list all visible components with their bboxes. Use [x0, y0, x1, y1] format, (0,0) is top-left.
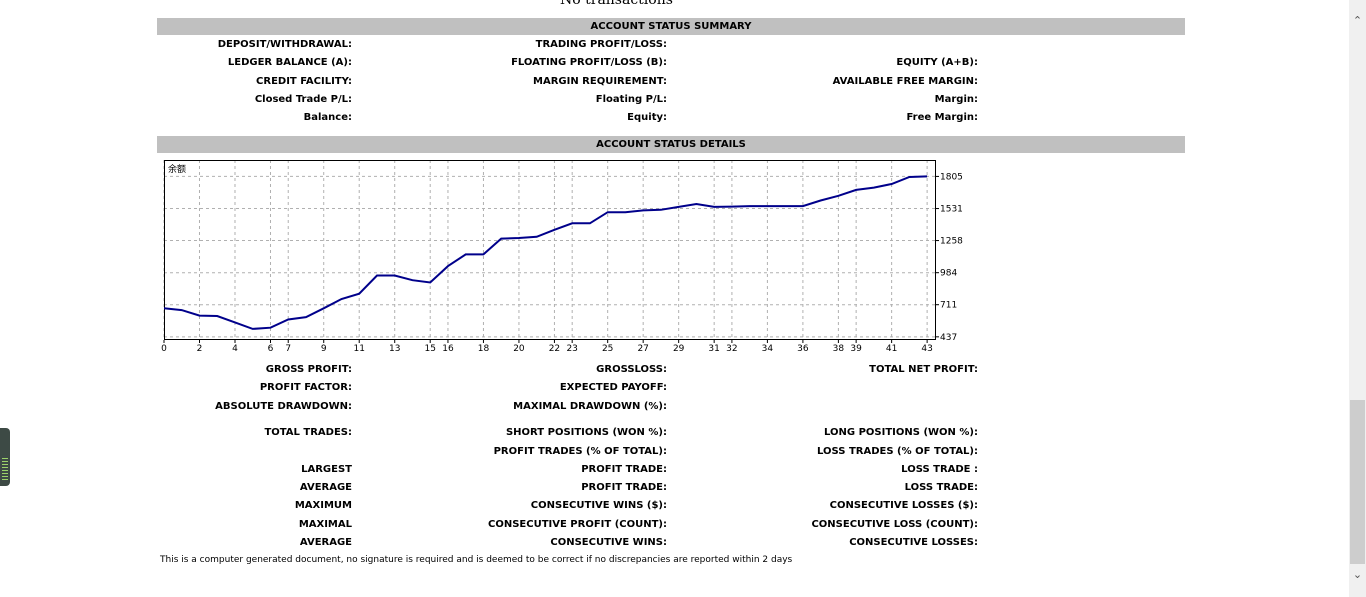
profit-trades-label: PROFIT TRADES (% OF TOTAL):	[493, 446, 667, 457]
chart-title: 余额	[168, 163, 186, 175]
chart-background	[164, 160, 936, 340]
trading-profit-loss-label: TRADING PROFIT/LOSS:	[535, 39, 667, 50]
average-loss-trade-label: LOSS TRADE:	[904, 482, 978, 493]
profit-factor-label: PROFIT FACTOR:	[259, 382, 352, 393]
chart-frame	[164, 160, 936, 340]
x-tick-label: 27	[637, 344, 648, 354]
x-tick-label: 7	[285, 344, 291, 354]
x-tick-label: 41	[886, 344, 897, 354]
maximal-label: MAXIMAL	[298, 519, 352, 530]
average-consecutive-wins-label: CONSECUTIVE WINS:	[550, 537, 667, 548]
floating-profit-loss-label: FLOATING PROFIT/LOSS (B):	[511, 57, 667, 68]
margin-label: Margin:	[934, 94, 978, 105]
deposit-withdrawal-label: DEPOSIT/WITHDRAWAL:	[217, 39, 352, 50]
side-panel-handle[interactable]	[0, 428, 10, 486]
short-positions-label: SHORT POSITIONS (WON %):	[505, 427, 667, 438]
y-tick-label: 711	[940, 301, 957, 311]
balance-label: Balance:	[303, 112, 352, 123]
chart-ticks: 0 2 4 6 7 9 11 13 15 16 18 20 22 23 25 27 29 31 32 34 36 38 39…	[161, 172, 963, 354]
ledger-balance-label: LEDGER BALANCE (A):	[227, 57, 352, 68]
credit-facility-label: CREDIT FACILITY:	[256, 76, 352, 87]
average-consecutive-label: AVERAGE	[299, 537, 352, 548]
disclaimer-text: This is a computer generated document, n…	[160, 555, 793, 565]
free-margin-label: Free Margin:	[906, 112, 978, 123]
maximal-drawdown-label: MAXIMAL DRAWDOWN (%):	[513, 401, 667, 412]
gross-profit-label: GROSS PROFIT:	[265, 364, 352, 375]
loss-trades-label: LOSS TRADES (% OF TOTAL):	[817, 446, 978, 457]
x-tick-label: 43	[921, 344, 932, 354]
largest-loss-trade-label: LOSS TRADE :	[901, 464, 978, 475]
x-tick-label: 39	[850, 344, 862, 354]
chart-series	[163, 175, 928, 330]
balance-chart: 余额 0 2 4 6 7 9 11 13 15 16 18 20 22 23 25 27 29 31 32 34 36 3…	[161, 160, 963, 354]
scroll-down-icon[interactable]: ⌄	[1352, 568, 1363, 581]
average-profit-trade-label: PROFIT TRADE:	[581, 482, 667, 493]
x-tick-label: 22	[549, 344, 560, 354]
scroll-up-icon[interactable]: ⌃	[1352, 14, 1363, 27]
largest-label: LARGEST	[301, 464, 352, 475]
y-tick-label: 1531	[940, 205, 963, 215]
floating-pl-label: Floating P/L:	[595, 94, 667, 105]
signal-bars-icon	[2, 458, 8, 482]
y-tick-label: 1805	[940, 172, 963, 182]
available-free-margin-label: AVAILABLE FREE MARGIN:	[832, 76, 978, 87]
x-tick-label: 18	[478, 344, 490, 354]
x-tick-label: 9	[321, 344, 327, 354]
consecutive-wins-dollar-label: CONSECUTIVE WINS ($):	[530, 500, 667, 511]
x-tick-label: 34	[762, 344, 774, 354]
account-status-summary-header: ACCOUNT STATUS SUMMARY	[157, 18, 1185, 35]
x-tick-label: 0	[161, 344, 167, 354]
y-tick-label: 984	[940, 269, 957, 279]
y-tick-label: 437	[940, 333, 957, 343]
total-trades-label: TOTAL TRADES:	[264, 427, 352, 438]
x-tick-label: 25	[602, 344, 613, 354]
x-tick-label: 15	[424, 344, 435, 354]
x-tick-label: 38	[833, 344, 845, 354]
x-tick-label: 4	[232, 344, 238, 354]
x-tick-label: 2	[197, 344, 203, 354]
x-tick-label: 6	[268, 344, 274, 354]
equity-label: EQUITY (A+B):	[896, 57, 978, 68]
gross-loss-label: GROSSLOSS:	[596, 364, 667, 375]
closed-trade-pl-label: Closed Trade P/L:	[254, 94, 352, 105]
average-label: AVERAGE	[299, 482, 352, 493]
x-tick-label: 16	[442, 344, 454, 354]
x-tick-label: 20	[513, 344, 525, 354]
x-tick-label: 11	[353, 344, 364, 354]
y-tick-label: 1258	[940, 237, 963, 247]
no-transactions-text: No transactions	[560, 0, 673, 8]
x-tick-label: 29	[673, 344, 685, 354]
absolute-drawdown-label: ABSOLUTE DRAWDOWN:	[215, 401, 352, 412]
consecutive-losses-dollar-label: CONSECUTIVE LOSSES ($):	[829, 500, 978, 511]
long-positions-label: LONG POSITIONS (WON %):	[824, 427, 978, 438]
x-tick-label: 31	[708, 344, 719, 354]
x-tick-label: 23	[566, 344, 577, 354]
vertical-scrollbar[interactable]: ⌃ ⌄	[1349, 0, 1366, 597]
x-tick-label: 36	[797, 344, 809, 354]
consecutive-profit-count-label: CONSECUTIVE PROFIT (COUNT):	[488, 519, 667, 530]
margin-requirement-label: MARGIN REQUIREMENT:	[533, 76, 667, 87]
balance-chart-svg: 余额 0 2 4 6 7 9 11 13 15 16 18 20 22 23 25 27 29 31 32 34 36 3…	[161, 160, 963, 354]
total-net-profit-label: TOTAL NET PROFIT:	[869, 364, 978, 375]
equity-short-label: Equity:	[627, 112, 667, 123]
balance-series-line	[163, 175, 928, 330]
x-tick-label: 13	[389, 344, 400, 354]
account-status-details-header: ACCOUNT STATUS DETAILS	[157, 136, 1185, 153]
largest-profit-trade-label: PROFIT TRADE:	[581, 464, 667, 475]
maximum-label: MAXIMUM	[294, 500, 352, 511]
x-tick-label: 32	[726, 344, 737, 354]
average-consecutive-losses-label: CONSECUTIVE LOSSES:	[849, 537, 978, 548]
scrollbar-thumb[interactable]	[1350, 400, 1365, 564]
consecutive-loss-count-label: CONSECUTIVE LOSS (COUNT):	[811, 519, 978, 530]
expected-payoff-label: EXPECTED PAYOFF:	[559, 382, 667, 393]
